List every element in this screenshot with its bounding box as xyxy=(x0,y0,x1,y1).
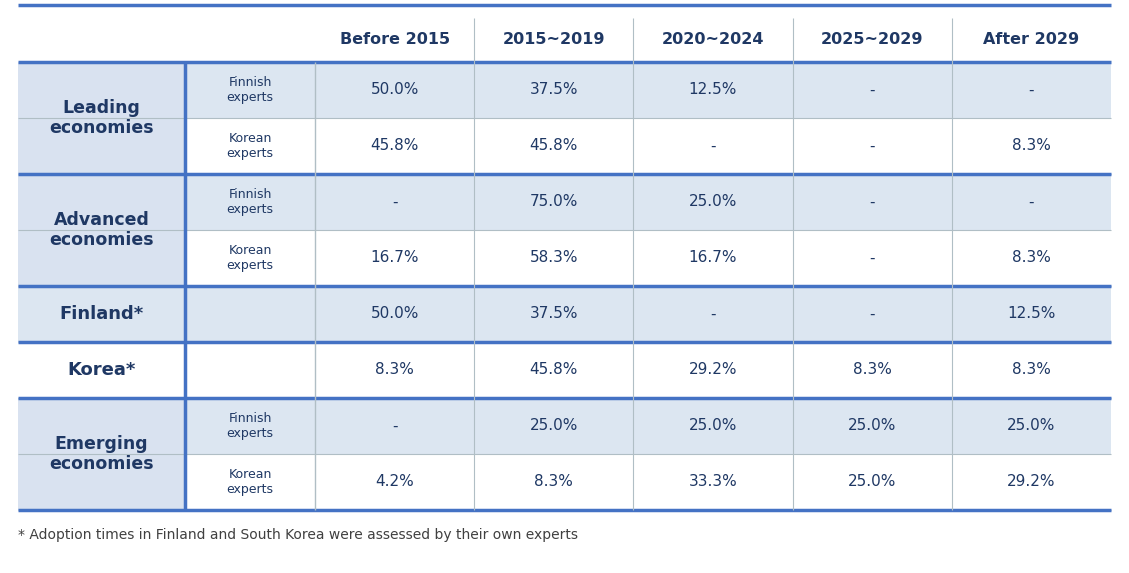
Bar xyxy=(185,174,315,230)
Text: -: - xyxy=(710,139,716,154)
Bar xyxy=(185,342,315,398)
Bar xyxy=(18,398,185,454)
Text: Korea*: Korea* xyxy=(68,361,135,379)
Text: 50.0%: 50.0% xyxy=(370,307,419,321)
Text: 12.5%: 12.5% xyxy=(1007,307,1056,321)
Text: 45.8%: 45.8% xyxy=(530,363,578,378)
Text: 8.3%: 8.3% xyxy=(375,363,414,378)
Text: Before 2015: Before 2015 xyxy=(340,33,449,48)
Text: Finland*: Finland* xyxy=(60,305,143,323)
Text: 50.0%: 50.0% xyxy=(370,83,419,97)
Text: 16.7%: 16.7% xyxy=(689,250,737,265)
Bar xyxy=(18,62,185,118)
Bar xyxy=(315,342,1111,398)
Text: 25.0%: 25.0% xyxy=(530,418,578,434)
Text: 12.5%: 12.5% xyxy=(689,83,737,97)
Text: -: - xyxy=(869,83,875,97)
Text: 25.0%: 25.0% xyxy=(689,418,737,434)
Text: -: - xyxy=(869,307,875,321)
Text: 8.3%: 8.3% xyxy=(1012,139,1051,154)
Bar xyxy=(18,118,185,174)
Text: 37.5%: 37.5% xyxy=(530,307,578,321)
Text: 25.0%: 25.0% xyxy=(689,194,737,210)
Bar xyxy=(185,230,315,286)
Bar xyxy=(315,174,1111,230)
Bar xyxy=(315,62,1111,118)
Text: 75.0%: 75.0% xyxy=(530,194,578,210)
Text: Finnish
experts: Finnish experts xyxy=(227,188,273,216)
Bar xyxy=(18,342,185,398)
Text: * Adoption times in Finland and South Korea were assessed by their own experts: * Adoption times in Finland and South Ko… xyxy=(18,528,578,542)
Text: 29.2%: 29.2% xyxy=(689,363,737,378)
Text: Finnish
experts: Finnish experts xyxy=(227,412,273,440)
Text: 2015~2019: 2015~2019 xyxy=(502,33,605,48)
Text: 45.8%: 45.8% xyxy=(530,139,578,154)
Bar xyxy=(185,286,315,342)
Text: 8.3%: 8.3% xyxy=(1012,363,1051,378)
Bar xyxy=(315,454,1111,510)
Text: -: - xyxy=(1029,194,1034,210)
Text: 25.0%: 25.0% xyxy=(1007,418,1056,434)
Text: 45.8%: 45.8% xyxy=(370,139,419,154)
Bar xyxy=(315,398,1111,454)
Text: 33.3%: 33.3% xyxy=(689,474,737,489)
Text: 4.2%: 4.2% xyxy=(375,474,414,489)
Text: Korean
experts: Korean experts xyxy=(227,132,273,160)
Text: After 2029: After 2029 xyxy=(983,33,1079,48)
Text: Finnish
experts: Finnish experts xyxy=(227,76,273,104)
Bar xyxy=(185,118,315,174)
Text: 2025~2029: 2025~2029 xyxy=(821,33,924,48)
Bar xyxy=(18,454,185,510)
Bar xyxy=(185,62,315,118)
Text: -: - xyxy=(869,194,875,210)
Text: 16.7%: 16.7% xyxy=(370,250,419,265)
Text: 8.3%: 8.3% xyxy=(852,363,892,378)
Text: 25.0%: 25.0% xyxy=(848,418,896,434)
Bar xyxy=(18,174,185,230)
Text: -: - xyxy=(1029,83,1034,97)
Bar xyxy=(185,398,315,454)
Text: 29.2%: 29.2% xyxy=(1007,474,1056,489)
Bar xyxy=(315,286,1111,342)
Text: -: - xyxy=(392,418,397,434)
Text: 8.3%: 8.3% xyxy=(1012,250,1051,265)
Text: Emerging
economies: Emerging economies xyxy=(50,434,154,473)
Text: Korean
experts: Korean experts xyxy=(227,244,273,272)
Text: 37.5%: 37.5% xyxy=(530,83,578,97)
Text: Korean
experts: Korean experts xyxy=(227,468,273,496)
Text: -: - xyxy=(392,194,397,210)
Text: 8.3%: 8.3% xyxy=(534,474,574,489)
Bar xyxy=(315,118,1111,174)
Text: 25.0%: 25.0% xyxy=(848,474,896,489)
Text: 58.3%: 58.3% xyxy=(530,250,578,265)
Bar xyxy=(18,286,185,342)
Text: Advanced
economies: Advanced economies xyxy=(50,211,154,249)
Text: 2020~2024: 2020~2024 xyxy=(662,33,764,48)
Text: -: - xyxy=(710,307,716,321)
Text: -: - xyxy=(869,139,875,154)
Text: -: - xyxy=(869,250,875,265)
Bar xyxy=(18,230,185,286)
Text: Leading
economies: Leading economies xyxy=(50,99,154,138)
Bar xyxy=(315,230,1111,286)
Bar xyxy=(185,454,315,510)
